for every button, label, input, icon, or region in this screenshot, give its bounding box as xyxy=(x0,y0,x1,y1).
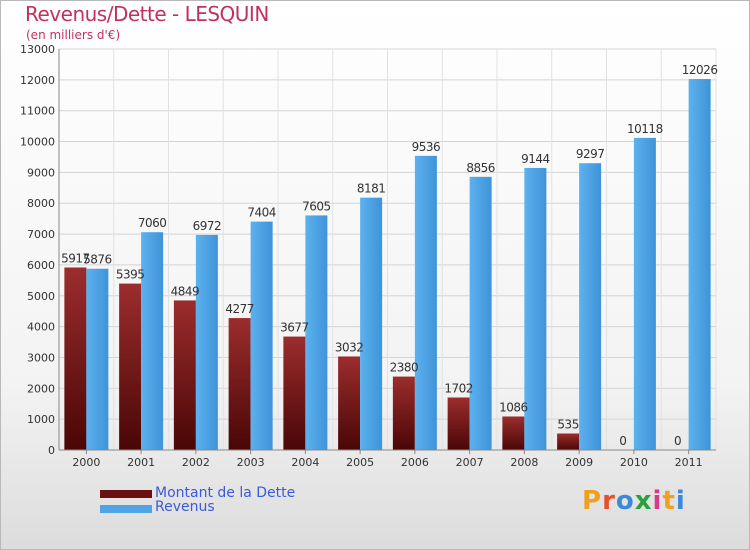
bars xyxy=(64,79,711,451)
y-tick-label: 12000 xyxy=(20,74,55,87)
data-label-revenus: 6972 xyxy=(193,219,222,233)
data-label-revenus: 12026 xyxy=(682,63,718,77)
x-tick-label: 2008 xyxy=(510,456,538,469)
bar-dette xyxy=(392,376,415,450)
data-label-revenus: 5876 xyxy=(83,253,112,267)
proxiti-logo: Proxiti xyxy=(582,486,686,516)
bar-revenus xyxy=(305,215,328,450)
x-tick-label: 2003 xyxy=(237,456,265,469)
bar-revenus xyxy=(141,232,164,450)
data-label-dette: 4277 xyxy=(225,302,254,316)
data-label-revenus: 7060 xyxy=(138,216,167,230)
bar-dette xyxy=(64,267,87,450)
data-label-dette: 3677 xyxy=(280,321,309,335)
bar-revenus xyxy=(633,137,656,450)
data-label-revenus: 9144 xyxy=(521,152,550,166)
y-tick-label: 13000 xyxy=(20,43,55,56)
bar-dette xyxy=(502,416,525,450)
y-tick-label: 3000 xyxy=(27,351,55,364)
x-tick-label: 2001 xyxy=(127,456,155,469)
data-label-dette: 4849 xyxy=(171,284,200,298)
x-tick-label: 2009 xyxy=(565,456,593,469)
bar-dette xyxy=(119,283,142,450)
data-label-dette: 1702 xyxy=(444,381,473,395)
bar-revenus xyxy=(414,155,437,450)
chart-subtitle: (en milliers d'€) xyxy=(26,28,121,42)
x-tick-label: 2005 xyxy=(346,456,374,469)
legend-label-revenus: Revenus xyxy=(155,499,215,515)
data-label-revenus: 10118 xyxy=(627,122,663,136)
data-label-revenus: 9536 xyxy=(412,140,441,154)
data-label-dette: 2380 xyxy=(390,361,419,375)
data-label-dette: 535 xyxy=(557,417,578,431)
y-tick-label: 11000 xyxy=(20,105,55,118)
bar-revenus xyxy=(524,167,547,451)
data-label-dette: 0 xyxy=(619,434,626,448)
data-label-dette: 5917 xyxy=(61,251,90,265)
data-label-revenus: 7404 xyxy=(247,206,276,220)
y-tick-label: 10000 xyxy=(20,136,55,149)
bar-revenus xyxy=(250,221,273,450)
legend-swatch-revenus xyxy=(100,505,152,513)
data-label-revenus: 8856 xyxy=(466,161,495,175)
y-tick-label: 0 xyxy=(48,444,55,457)
y-tick-label: 8000 xyxy=(27,197,55,210)
data-label-dette: 3032 xyxy=(335,340,364,354)
y-tick-label: 6000 xyxy=(27,259,55,272)
y-tick-label: 2000 xyxy=(27,382,55,395)
chart-title: Revenus/Dette - LESQUIN xyxy=(25,2,269,26)
y-tick-label: 5000 xyxy=(27,290,55,303)
bar-revenus xyxy=(195,234,218,450)
x-tick-label: 2010 xyxy=(620,456,648,469)
data-label-revenus: 9297 xyxy=(576,147,605,161)
bar-revenus xyxy=(579,163,602,450)
bar-dette xyxy=(173,300,196,450)
x-tick-label: 2006 xyxy=(401,456,429,469)
y-tick-label: 9000 xyxy=(27,166,55,179)
bar-revenus xyxy=(688,79,711,450)
legend-label-debt: Montant de la Dette xyxy=(155,485,296,501)
x-tick-label: 2004 xyxy=(291,456,319,469)
data-label-revenus: 8181 xyxy=(357,182,386,196)
data-label-dette: 1086 xyxy=(499,401,528,415)
legend-swatch-debt xyxy=(100,490,152,498)
bar-revenus xyxy=(469,176,492,450)
bar-revenus xyxy=(86,268,109,450)
y-tick-label: 4000 xyxy=(27,321,55,334)
data-label-revenus: 7605 xyxy=(302,199,331,213)
bar-dette xyxy=(228,318,251,450)
data-label-dette: 0 xyxy=(674,434,681,448)
grid xyxy=(58,48,717,451)
bar-revenus xyxy=(360,197,383,450)
x-tick-label: 2002 xyxy=(182,456,210,469)
x-tick-label: 2007 xyxy=(456,456,484,469)
bar-dette xyxy=(557,433,580,450)
bar-dette xyxy=(283,336,306,450)
x-tick-label: 2000 xyxy=(72,456,100,469)
y-tick-label: 1000 xyxy=(27,413,55,426)
x-tick-label: 2011 xyxy=(675,456,703,469)
bar-dette xyxy=(338,356,361,450)
bar-dette xyxy=(447,397,470,450)
axes: 0 1000 2000 3000 4000 5000 6000 7000 8000 9000 100… xyxy=(20,43,716,469)
data-label-dette: 5395 xyxy=(116,268,145,282)
y-tick-label: 7000 xyxy=(27,228,55,241)
